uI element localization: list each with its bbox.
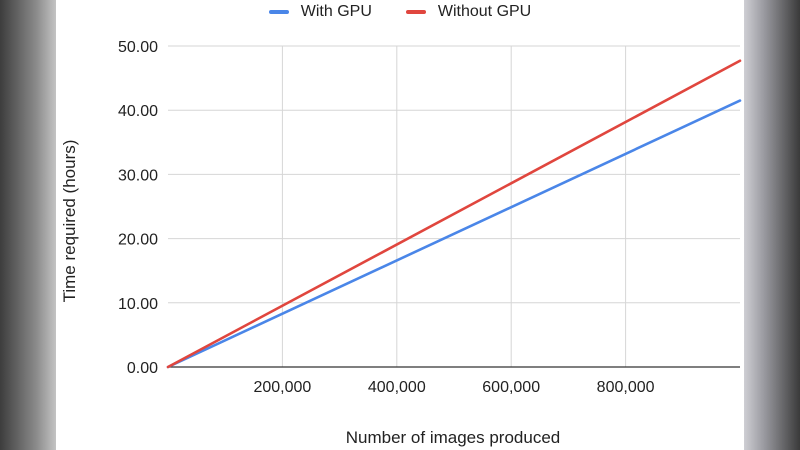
legend-label-without-gpu: Without GPU [437,3,532,20]
series-line-with-gpu [166,99,742,369]
y-tick-label: 10.00 [118,296,158,313]
series-line-without-gpu [166,59,742,369]
x-tick-label: 800,000 [597,379,655,396]
legend-item-with-gpu[interactable]: With GPU [268,3,372,21]
legend-swatch-with-gpu [268,10,289,14]
y-tick-label: 30.00 [118,167,158,184]
x-tick-label: 400,000 [368,379,426,396]
y-tick-label: 0.00 [127,360,158,377]
y-tick-label: 40.00 [118,103,158,120]
background-right [740,0,800,450]
background-left [0,0,60,450]
legend-item-without-gpu[interactable]: Without GPU [405,3,532,21]
legend-label-with-gpu: With GPU [300,3,372,20]
x-axis-title: Number of images produced [345,428,561,447]
legend-swatch-without-gpu [405,10,426,14]
y-axis-title: Time required (hours) [60,139,79,303]
y-tick-label: 50.00 [118,39,158,56]
chart-card [56,0,744,450]
legend: With GPU Without GPU [0,0,800,24]
y-tick-label: 20.00 [118,232,158,249]
x-tick-label: 200,000 [253,379,311,396]
x-tick-label: 600,000 [482,379,540,396]
